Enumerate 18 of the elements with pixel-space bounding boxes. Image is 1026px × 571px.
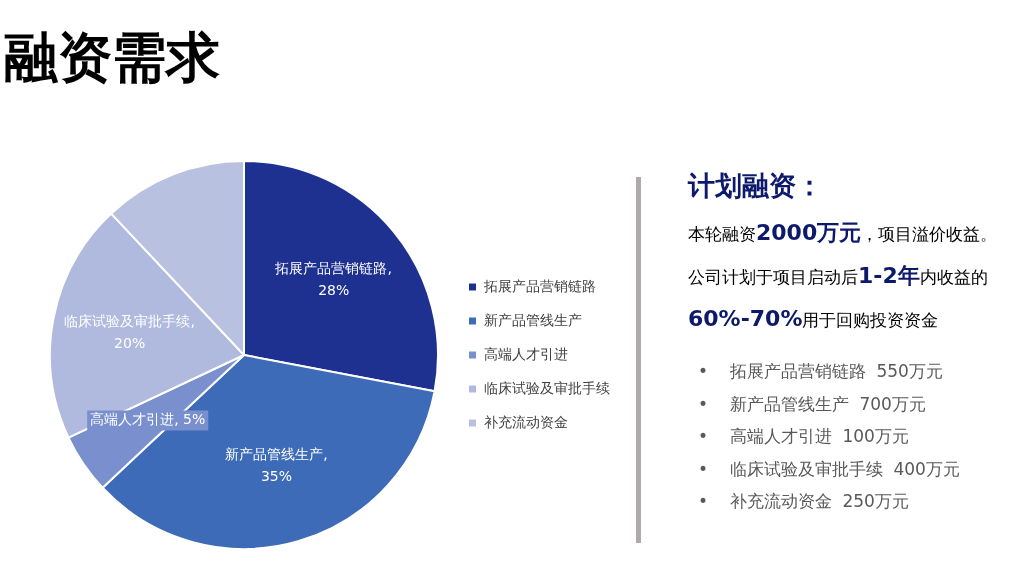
text: 计划融资： <box>688 169 824 203</box>
data-label: 拓展产品营销链路, 28% <box>274 260 392 299</box>
data-label: 高端人才引进, 5% <box>90 411 206 428</box>
text: • 拓展产品营销链路 550万元 <box>698 360 944 383</box>
text: • 高端人才引进 100万元 <box>698 425 910 448</box>
text: • 补充流动资金 250万元 <box>698 490 910 513</box>
text: • 新产品管线生产 700万元 <box>698 392 927 416</box>
text: 本轮融资2000万元，项目溢价收益。 <box>688 219 999 247</box>
data-label: 新产品管线生产, 35% <box>225 446 328 485</box>
legend-label: 新产品管线生产 <box>484 311 582 328</box>
data-label: 临床试验及审批手续, 20% <box>64 312 195 351</box>
text: 公司计划于项目启动后1-2年内收益的60%-70%用于回购投资资金 <box>688 263 988 331</box>
legend-label: 高端人才引进 <box>484 345 568 362</box>
legend-label: 临床试验及审批手续 <box>484 379 610 396</box>
chart-title: 融资需求 <box>4 26 220 89</box>
legend-label: 拓展产品营销链路 <box>483 277 596 294</box>
text: • 临床试验及审批手续 400万元 <box>698 457 961 481</box>
legend-label: 补充流动资金 <box>484 413 568 430</box>
